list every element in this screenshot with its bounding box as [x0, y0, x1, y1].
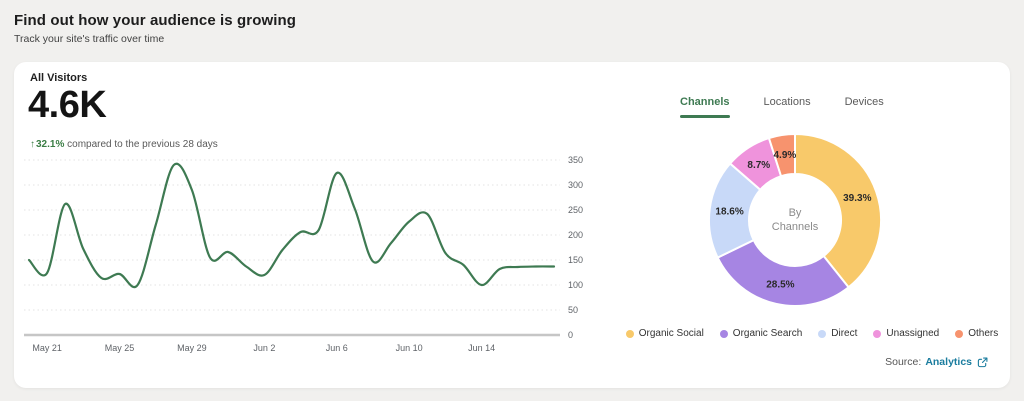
donut-percent-label: 39.3% — [843, 193, 871, 204]
trend-percent: 32.1% — [36, 139, 65, 150]
donut-percent-label: 18.6% — [715, 206, 743, 217]
tab-channels[interactable]: Channels — [676, 92, 734, 118]
legend-dot-icon — [818, 329, 827, 338]
x-axis-label: May 29 — [177, 343, 207, 353]
y-axis-label: 200 — [568, 230, 583, 240]
legend-dot-icon — [625, 329, 634, 338]
x-axis-label: Jun 6 — [326, 343, 348, 353]
x-axis-label: May 21 — [32, 343, 62, 353]
legend-item-organic-social: Organic Social — [625, 328, 704, 339]
visitors-line-chart[interactable]: 0 50 100 150 200 250 300 350 May 21 May 25 May 29 J… — [24, 152, 599, 357]
tab-devices[interactable]: Devices — [844, 96, 884, 108]
donut-percent-label: 28.5% — [766, 279, 794, 290]
legend-item-direct: Direct — [818, 328, 857, 339]
channels-legend: Organic Social Organic Search Direct Unassi… — [614, 328, 1010, 339]
x-axis-label: Jun 2 — [253, 343, 275, 353]
x-axis-label: May 25 — [105, 343, 135, 353]
page-header: Find out how your audience is growing Tr… — [14, 12, 296, 45]
legend-dot-icon — [873, 329, 882, 338]
legend-item-unassigned: Unassigned — [873, 328, 939, 339]
analytics-link[interactable]: Analytics — [925, 356, 972, 368]
legend-label: Others — [968, 328, 999, 339]
breakdown-tabs: Channels Locations Devices — [676, 92, 888, 118]
trend-row: ↑32.1% compared to the previous 28 days — [30, 139, 218, 150]
x-axis-label: Jun 10 — [396, 343, 423, 353]
compare-text: compared to the previous 28 days — [67, 139, 218, 150]
all-visitors-label: All Visitors — [30, 72, 88, 84]
trend-up-icon: ↑ — [30, 139, 35, 150]
donut-percent-label: 8.7% — [747, 160, 770, 171]
y-axis-label: 50 — [568, 305, 578, 315]
page-title: Find out how your audience is growing — [14, 12, 297, 29]
donut-segment-organic-search[interactable] — [716, 238, 850, 307]
source-label: Source: — [885, 356, 922, 368]
channels-donut-chart[interactable]: 39.3% 28.5% 18.6% 8.7% 4.9% By Channels — [695, 120, 895, 320]
y-axis-label: 0 — [568, 330, 573, 340]
legend-label: Organic Social — [638, 328, 704, 339]
donut-segment-others[interactable] — [767, 132, 796, 178]
tab-locations[interactable]: Locations — [763, 96, 811, 108]
y-axis-label: 350 — [568, 155, 583, 165]
donut-percent-label: 4.9% — [774, 150, 797, 161]
visitors-count: 4.6K — [28, 84, 107, 126]
donut-center-label: Channels — [772, 221, 819, 233]
source-row: Source: Analytics — [885, 356, 988, 368]
legend-item-others: Others — [955, 328, 998, 339]
legend-label: Unassigned — [886, 328, 940, 339]
audience-card: All Visitors 4.6K ↑32.1% compared to the… — [14, 62, 1010, 388]
legend-dot-icon — [719, 329, 728, 338]
donut-center-label: By — [789, 207, 802, 219]
y-axis-label: 250 — [568, 205, 583, 215]
visitors-trend-line[interactable] — [27, 162, 556, 289]
legend-label: Direct — [831, 328, 858, 339]
external-link-icon — [977, 357, 988, 367]
x-axis-label: Jun 14 — [468, 343, 495, 353]
y-axis-label: 100 — [568, 280, 583, 290]
legend-label: Organic Search — [732, 328, 803, 339]
page-subtitle: Track your site's traffic over time — [14, 33, 165, 45]
y-axis-label: 150 — [568, 255, 583, 265]
donut-segment-organic-social[interactable] — [794, 132, 882, 289]
y-axis-label: 300 — [568, 180, 583, 190]
legend-dot-icon — [955, 329, 964, 338]
legend-item-organic-search: Organic Search — [719, 328, 803, 339]
